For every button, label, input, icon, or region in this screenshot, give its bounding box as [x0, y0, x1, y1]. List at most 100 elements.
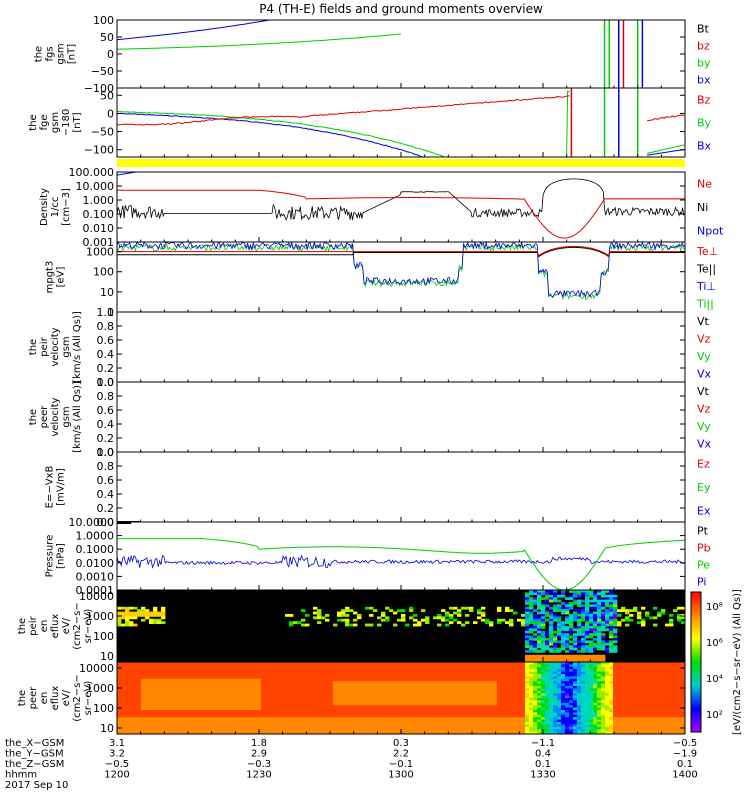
spec-cell: [257, 702, 262, 706]
spec-cell: [389, 688, 394, 692]
spec-cell: [153, 662, 158, 665]
y-axis-label: eflux: [50, 614, 61, 639]
spec-cell: [421, 664, 426, 668]
spec-cell: [605, 712, 610, 716]
spec-cell: [541, 602, 546, 605]
spec-cell: [509, 674, 514, 677]
spec-cell: [553, 645, 558, 648]
spec-cell: [373, 695, 378, 699]
spec-cell: [273, 710, 278, 713]
spec-cell: [589, 621, 594, 624]
spec-cell: [521, 698, 526, 701]
spec-cell: [245, 700, 250, 704]
spec-cell: [137, 683, 142, 687]
spec-cell: [181, 690, 186, 694]
spec-cell: [625, 681, 630, 684]
spec-cell: [401, 693, 406, 696]
spec-cell: [313, 698, 318, 701]
spec-cell: [573, 690, 578, 694]
spec-cell: [301, 729, 306, 732]
spec-cell: [321, 662, 326, 665]
spec-cell: [221, 664, 226, 668]
spec-cell: [185, 719, 190, 723]
spec-cell: [353, 662, 358, 665]
spec-cell: [333, 671, 338, 675]
spec-cell: [401, 698, 406, 701]
spec-cell: [621, 693, 626, 696]
spec-cell: [521, 662, 526, 665]
spec-cell: [309, 698, 314, 701]
spec-cell: [533, 671, 538, 675]
spec-cell: [129, 729, 134, 732]
spec-cell: [337, 695, 342, 699]
spec-cell: [501, 671, 506, 675]
spec-cell: [453, 724, 458, 728]
spec-cell: [549, 712, 554, 716]
spec-cell: [537, 698, 542, 701]
spec-cell: [169, 674, 174, 677]
panel-peir_spec-data: [117, 590, 685, 662]
spec-cell: [605, 724, 610, 728]
spec-cell: [173, 693, 178, 696]
spec-cell: [537, 700, 542, 704]
spec-cell: [513, 674, 518, 677]
spec-cell: [185, 710, 190, 713]
spec-cell: [489, 714, 494, 718]
spec-cell: [541, 630, 546, 634]
spec-cell: [337, 724, 342, 728]
spec-cell: [289, 724, 294, 728]
spec-cell: [349, 724, 354, 728]
spec-cell: [185, 662, 190, 665]
spec-cell: [237, 671, 242, 675]
spec-cell: [149, 693, 154, 696]
spec-cell: [233, 690, 238, 694]
spec-cell: [165, 669, 170, 672]
spec-cell: [229, 693, 234, 696]
spec-cell: [633, 606, 638, 610]
spec-cell: [545, 688, 550, 692]
spec-cell: [357, 714, 362, 718]
spec-cell: [545, 592, 550, 596]
spec-cell: [545, 712, 550, 716]
spec-cell: [557, 681, 562, 684]
spec-cell: [313, 676, 318, 680]
spec-cell: [157, 662, 162, 665]
spec-cell: [625, 726, 630, 730]
spec-cell: [565, 693, 570, 696]
spec-cell: [421, 729, 426, 732]
spec-cell: [117, 676, 122, 680]
spec-cell: [121, 707, 126, 711]
spec-cell: [341, 729, 346, 732]
spec-cell: [493, 664, 498, 668]
spec-cell: [373, 714, 378, 718]
spec-cell: [145, 609, 150, 612]
spec-cell: [449, 690, 454, 694]
spec-cell: [161, 614, 166, 617]
spec-cell: [145, 611, 150, 615]
spec-cell: [453, 674, 458, 677]
spec-cell: [437, 719, 442, 723]
spec-cell: [565, 609, 570, 612]
spec-cell: [537, 628, 542, 632]
spec-cell: [373, 717, 378, 720]
spec-cell: [389, 609, 394, 612]
spec-cell: [597, 633, 602, 636]
spec-cell: [373, 683, 378, 687]
spec-cell: [489, 688, 494, 692]
spec-cell: [269, 690, 274, 694]
spec-cell: [529, 686, 534, 689]
spec-cell: [189, 681, 194, 684]
spec-cell: [357, 693, 362, 696]
spec-cell: [225, 683, 230, 687]
spec-cell: [333, 676, 338, 680]
spec-cell: [469, 664, 474, 668]
spec-cell: [145, 693, 150, 696]
spec-cell: [597, 710, 602, 713]
spec-cell: [297, 717, 302, 720]
spec-cell: [193, 722, 198, 725]
spec-cell: [269, 695, 274, 699]
spec-cell: [561, 686, 566, 689]
spec-cell: [605, 719, 610, 723]
spec-cell: [601, 616, 606, 620]
spec-cell: [537, 676, 542, 680]
